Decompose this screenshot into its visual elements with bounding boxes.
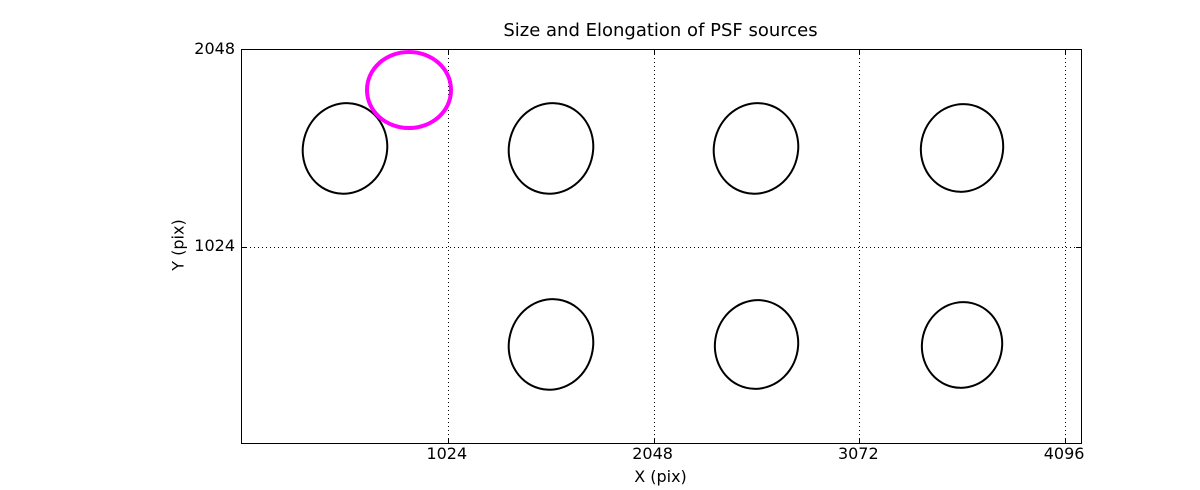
x-tick — [859, 50, 861, 55]
x-tick — [653, 438, 655, 443]
x-tick — [1065, 438, 1067, 443]
x-tick-label: 4096 — [1043, 444, 1085, 463]
y-gridline — [242, 246, 1081, 248]
chart-title: Size and Elongation of PSF sources — [503, 20, 818, 41]
y-axis-label: Y (pix) — [168, 219, 188, 271]
x-tick — [1065, 50, 1067, 55]
x-tick — [447, 50, 449, 55]
x-tick-label: 3072 — [837, 444, 879, 463]
psf-ellipse — [496, 288, 605, 401]
psf-ellipse — [910, 94, 1014, 202]
psf-ellipse-highlight — [365, 50, 453, 130]
x-tick-label: 2048 — [632, 444, 673, 463]
psf-ellipse — [912, 292, 1013, 398]
psf-ellipse — [704, 290, 809, 400]
x-tick — [859, 438, 861, 443]
x-tick — [447, 438, 449, 443]
y-tick-label: 2048 — [194, 39, 235, 58]
x-axis-label: X (pix) — [634, 467, 687, 486]
plot-area — [241, 49, 1082, 444]
y-tick — [1076, 246, 1081, 248]
y-tick — [242, 246, 247, 248]
y-tick-label: 1024 — [194, 235, 235, 255]
x-tick — [653, 50, 655, 55]
psf-ellipse — [496, 92, 605, 205]
x-tick-label: 1024 — [426, 444, 468, 463]
psf-ellipse — [702, 92, 811, 205]
